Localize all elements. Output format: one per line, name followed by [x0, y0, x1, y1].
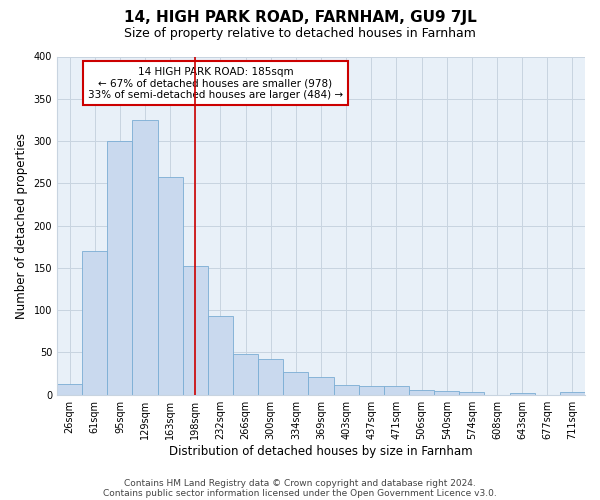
- Bar: [509, 393, 535, 394]
- Bar: [359, 386, 384, 394]
- Bar: [409, 390, 434, 394]
- Text: 14 HIGH PARK ROAD: 185sqm
← 67% of detached houses are smaller (978)
33% of semi: 14 HIGH PARK ROAD: 185sqm ← 67% of detac…: [88, 66, 343, 100]
- Bar: [158, 176, 183, 394]
- Bar: [233, 354, 258, 395]
- Bar: [57, 384, 82, 394]
- Bar: [308, 377, 334, 394]
- Text: Contains public sector information licensed under the Open Government Licence v3: Contains public sector information licen…: [103, 488, 497, 498]
- Bar: [183, 266, 208, 394]
- Bar: [82, 251, 107, 394]
- Bar: [459, 392, 484, 394]
- Text: 14, HIGH PARK ROAD, FARNHAM, GU9 7JL: 14, HIGH PARK ROAD, FARNHAM, GU9 7JL: [124, 10, 476, 25]
- Bar: [384, 386, 409, 394]
- Bar: [258, 359, 283, 394]
- Y-axis label: Number of detached properties: Number of detached properties: [15, 132, 28, 318]
- Bar: [283, 372, 308, 394]
- Bar: [434, 392, 459, 394]
- Text: Contains HM Land Registry data © Crown copyright and database right 2024.: Contains HM Land Registry data © Crown c…: [124, 478, 476, 488]
- Bar: [334, 386, 359, 394]
- Text: Size of property relative to detached houses in Farnham: Size of property relative to detached ho…: [124, 28, 476, 40]
- Bar: [208, 316, 233, 394]
- X-axis label: Distribution of detached houses by size in Farnham: Distribution of detached houses by size …: [169, 444, 473, 458]
- Bar: [107, 141, 133, 395]
- Bar: [133, 120, 158, 394]
- Bar: [560, 392, 585, 394]
